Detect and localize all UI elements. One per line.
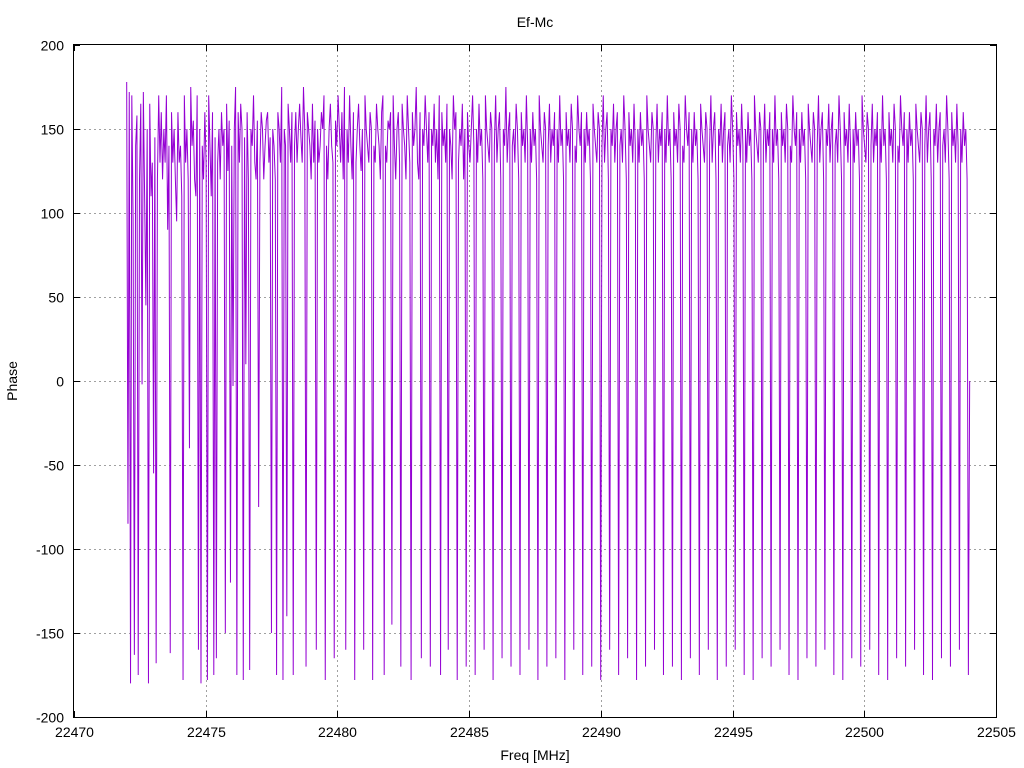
plot-frame	[73, 44, 997, 718]
x-tick-label: 22490	[582, 724, 621, 740]
x-tick-label: 22495	[714, 724, 753, 740]
data-layer	[126, 81, 971, 684]
y-tick-label: 150	[41, 122, 65, 138]
y-tick-label: -150	[36, 626, 64, 642]
x-tick-label: 22470	[55, 724, 94, 740]
x-tick-label: 22500	[845, 724, 884, 740]
y-axis-label: Phase	[4, 361, 20, 401]
chart-title: Ef-Mc	[517, 14, 554, 30]
y-tick-label: -200	[36, 710, 64, 726]
x-tick-label: 22480	[318, 724, 357, 740]
x-tick-label: 22475	[187, 724, 226, 740]
tick-layer: 22470 22475 22480 22485 22490 22495 22500 22505…	[36, 38, 1016, 741]
y-tick-label: 0	[56, 374, 64, 390]
phase-series-line	[126, 81, 971, 684]
x-axis-label: Freq [MHz]	[500, 747, 569, 763]
y-tick-label: -100	[36, 542, 64, 558]
y-tick-label: 50	[48, 290, 64, 306]
y-tick-label: 200	[41, 38, 65, 54]
y-tick-label: 100	[41, 206, 65, 222]
x-tick-label: 22485	[450, 724, 489, 740]
x-tick-label: 22505	[977, 724, 1016, 740]
y-tick-label: -50	[44, 458, 64, 474]
